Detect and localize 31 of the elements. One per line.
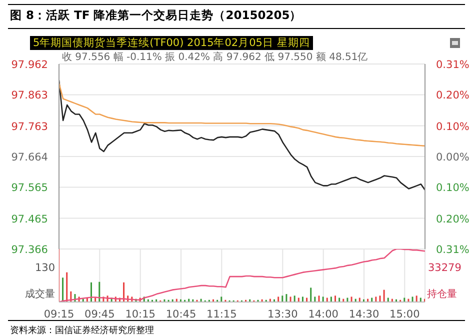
chart-subtitle: 5年期国债期货当季连续(TF00) 2015年02月05日 星期四	[30, 36, 313, 50]
y-tick-label: 97.664	[11, 152, 48, 164]
x-tick-label: 11:15	[206, 308, 237, 320]
y2-tick-label: 0.10%	[436, 182, 470, 194]
y-tick-label: 97.962	[11, 59, 48, 71]
y-tick-label: 97.465	[11, 213, 48, 226]
x-tick-label: 10:15	[125, 308, 156, 320]
x-tick-label: 09:15	[44, 308, 74, 320]
text: 33279	[428, 262, 462, 274]
x-tick-label: 09:45	[84, 308, 115, 320]
y2-tick-label: 0.31%	[436, 59, 470, 71]
y2-tick-label: 0.10%	[436, 120, 470, 133]
y-axis-title: 成交量	[25, 288, 55, 301]
y2-tick-label: 0.31%	[436, 244, 470, 256]
x-tick-label: 13:30	[268, 308, 298, 320]
text: 资料来源：国信证券经济研究所整理	[10, 324, 154, 336]
y2-tick-label: 0.20%	[436, 90, 470, 102]
y-tick-label: 97.366	[11, 244, 48, 256]
y-tick-label: 97.863	[11, 90, 48, 102]
chart-title: 图 8：活跃 TF 降准第一个交易日走势（20150205）	[10, 8, 302, 23]
text: 130	[34, 262, 55, 274]
y2-tick-label: 0.00%	[436, 152, 470, 164]
x-tick-label: 10:45	[166, 308, 196, 320]
y2-axis-title: 持仓量	[427, 288, 457, 301]
x-tick-label: 14:30	[348, 308, 380, 320]
x-tick-label: 14:00	[308, 308, 338, 320]
y-tick-label: 97.565	[11, 182, 48, 194]
text: 收 97.556 幅 -0.11% 振 0.42% 高 97.962 低 97.550 额 48.51亿	[62, 50, 368, 64]
y-tick-label: 97.763	[11, 120, 48, 133]
x-tick-label: 15:00	[390, 308, 420, 320]
y2-tick-label: 0.20%	[436, 213, 470, 226]
